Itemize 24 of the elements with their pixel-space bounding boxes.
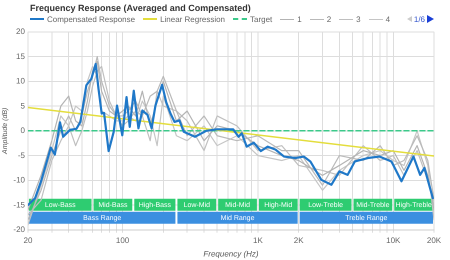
y-tick-label: 10 [16, 76, 26, 86]
y-tick-label: 15 [16, 52, 26, 61]
y-tick-label: 20 [16, 27, 26, 36]
x-tick-label: 20K [426, 236, 442, 245]
y-tick-label: 5 [20, 101, 26, 110]
y-tick-label: -20 [13, 225, 26, 234]
legend-label: 3 [356, 14, 361, 24]
y-tick-label: -10 [13, 176, 26, 185]
chart-title: Frequency Response (Averaged and Compensated) [30, 3, 252, 14]
y-tick-label: -15 [13, 200, 26, 210]
x-tick-label: 1K [253, 236, 264, 245]
x-tick-label: 10K [386, 236, 402, 245]
legend-label: Linear Regression [160, 14, 225, 24]
legend-label: 1 [297, 14, 302, 24]
x-tick-label: 2K [294, 236, 304, 245]
x-axis-title: Frequency (Hz) [203, 249, 259, 258]
x-tick-label: 100 [116, 236, 130, 245]
legend-label: Target [250, 14, 272, 24]
text: 1/6 [414, 14, 425, 24]
legend-label: Compensated Response [47, 14, 136, 24]
y-tick-label: 0 [20, 126, 26, 136]
y-tick-label: -5 [18, 150, 26, 160]
legend-label: 2 [326, 14, 332, 24]
legend-label: 4 [386, 14, 390, 24]
